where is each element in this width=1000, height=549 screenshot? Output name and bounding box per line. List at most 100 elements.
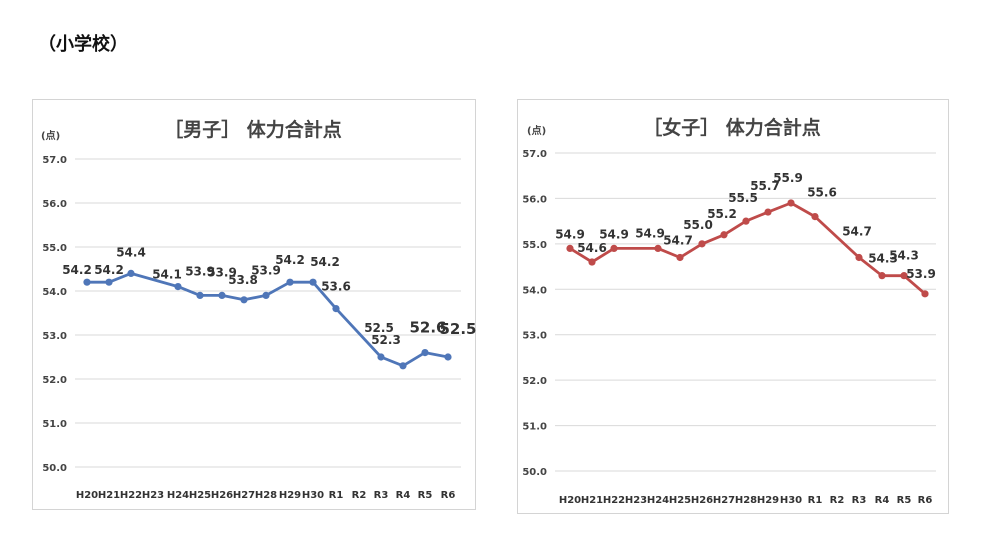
girls-data-point bbox=[855, 253, 863, 262]
boys-data-point bbox=[174, 283, 182, 291]
girls-data-label: 55.9 bbox=[773, 171, 803, 185]
x-tick-label: H21 bbox=[581, 495, 603, 506]
boys-data-point bbox=[127, 269, 135, 277]
x-tick-label: H21 bbox=[98, 490, 120, 501]
girls-data-point bbox=[720, 231, 728, 239]
x-tick-label: R5 bbox=[418, 490, 433, 501]
boys-data-label: 52.3 bbox=[371, 333, 401, 347]
x-tick-label: H29 bbox=[279, 490, 301, 501]
girls-data-point bbox=[610, 244, 618, 252]
x-tick-label: H25 bbox=[669, 495, 691, 506]
girls-data-label: 54.3 bbox=[868, 252, 898, 266]
girls-data-label: 55.5 bbox=[728, 191, 758, 205]
x-tick-label: R1 bbox=[808, 495, 823, 506]
girls-data-label: 54.3 bbox=[889, 249, 919, 263]
x-tick-label: H22 bbox=[603, 495, 625, 506]
y-tick-label: 54.0 bbox=[522, 285, 547, 296]
girls-data-label: 54.9 bbox=[555, 227, 585, 241]
girls-data-label: 54.7 bbox=[842, 224, 872, 238]
girls-data-point bbox=[588, 258, 596, 266]
boys-series-line bbox=[87, 272, 449, 368]
chart-title: ［女子］ 体力合計点 bbox=[643, 116, 821, 139]
y-tick-label: 54.0 bbox=[42, 287, 67, 298]
boys-data-label: 54.4 bbox=[116, 245, 146, 259]
y-tick-label: 50.0 bbox=[522, 467, 547, 478]
x-tick-label: H25 bbox=[189, 490, 211, 501]
x-tick-label: H28 bbox=[255, 490, 277, 501]
x-tick-label: R4 bbox=[396, 490, 411, 501]
x-tick-label: R6 bbox=[441, 490, 456, 501]
x-tick-label: H26 bbox=[211, 490, 233, 501]
girls-data-point bbox=[566, 244, 574, 252]
girls-data-label: 55.0 bbox=[683, 218, 713, 232]
y-tick-label: 57.0 bbox=[42, 155, 67, 166]
chart-panel-boys: ［男子］ 体力合計点 (点) 57.0 56.0 55.0 54.0 53.0 52.0 51.… bbox=[32, 99, 477, 510]
boys-line-chart: ［男子］ 体力合計点 (点) 57.0 56.0 55.0 54.0 53.0 52.0 51.… bbox=[41, 118, 477, 501]
x-tick-label: R2 bbox=[352, 490, 367, 501]
x-tick-label: R2 bbox=[830, 495, 845, 506]
x-tick-label: R3 bbox=[374, 490, 389, 501]
x-tick-label: H27 bbox=[233, 490, 255, 501]
boys-data-label: 54.2 bbox=[94, 263, 124, 277]
boys-data-point bbox=[262, 291, 270, 299]
boys-data-point bbox=[286, 278, 294, 286]
girls-data-point bbox=[811, 213, 819, 221]
boys-data-label: 52.6 bbox=[409, 319, 446, 337]
boys-data-point bbox=[218, 291, 226, 299]
boys-data-point bbox=[332, 305, 340, 313]
y-tick-label: 57.0 bbox=[522, 149, 547, 160]
x-tick-label: H24 bbox=[167, 490, 189, 501]
boys-data-label: 53.8 bbox=[228, 273, 258, 287]
girls-data-point bbox=[698, 240, 706, 248]
boys-data-label: 54.1 bbox=[152, 268, 182, 282]
girls-data-label: 55.2 bbox=[707, 207, 737, 221]
x-tick-label: R3 bbox=[852, 495, 867, 506]
boys-data-point bbox=[444, 353, 452, 361]
x-tick-label: H23 bbox=[142, 490, 164, 501]
girls-data-point bbox=[787, 199, 795, 207]
boys-data-point bbox=[240, 296, 248, 304]
x-tick-label: R5 bbox=[897, 495, 912, 506]
y-tick-label: 52.0 bbox=[522, 376, 547, 387]
girls-line-chart: ［女子］ 体力合計点 (点) 57.0 56.0 55.0 54.0 53.0 52.0 51.… bbox=[522, 116, 936, 506]
boys-data-point bbox=[309, 278, 317, 286]
girls-data-label: 53.9 bbox=[906, 267, 936, 281]
boys-data-point bbox=[377, 353, 385, 361]
x-tick-label: H20 bbox=[76, 490, 98, 501]
boys-data-label: 52.5 bbox=[364, 321, 394, 335]
boys-data-label: 54.2 bbox=[62, 263, 92, 277]
x-tick-label: H23 bbox=[625, 495, 647, 506]
x-tick-label: R4 bbox=[875, 495, 890, 506]
girls-data-point bbox=[676, 253, 684, 262]
girls-data-label: 55.6 bbox=[807, 186, 837, 200]
boys-data-point bbox=[105, 278, 113, 286]
girls-data-point bbox=[764, 208, 772, 216]
x-tick-label: H28 bbox=[735, 495, 757, 506]
chart-title: ［男子］ 体力合計点 bbox=[164, 118, 342, 141]
page-heading: （小学校） bbox=[38, 34, 128, 55]
y-axis-unit-label: (点) bbox=[527, 124, 546, 137]
girls-data-label: 54.7 bbox=[663, 233, 693, 247]
girls-data-point bbox=[654, 244, 662, 252]
boys-data-point bbox=[421, 349, 429, 357]
boys-data-point bbox=[196, 291, 204, 299]
boys-data-label: 53.9 bbox=[207, 265, 237, 279]
x-tick-label: H30 bbox=[780, 495, 802, 506]
chart-panel-girls: ［女子］ 体力合計点 (点) 57.0 56.0 55.0 54.0 53.0 52.0 51.… bbox=[517, 99, 949, 514]
girls-data-point bbox=[900, 272, 908, 280]
y-tick-label: 52.0 bbox=[42, 375, 67, 386]
x-tick-label: H20 bbox=[559, 495, 581, 506]
boys-data-label: 52.5 bbox=[439, 320, 476, 338]
x-tick-label: H22 bbox=[120, 490, 142, 501]
y-tick-label: 50.0 bbox=[42, 463, 67, 474]
girls-data-label: 54.6 bbox=[577, 241, 607, 255]
boys-data-label: 54.2 bbox=[275, 253, 305, 267]
y-tick-label: 56.0 bbox=[522, 194, 547, 205]
x-tick-label: H26 bbox=[691, 495, 713, 506]
girls-data-point bbox=[742, 217, 750, 225]
boys-data-label: 53.9 bbox=[185, 264, 215, 278]
boys-data-label: 53.9 bbox=[251, 263, 281, 277]
y-axis-unit-label: (点) bbox=[41, 129, 60, 142]
x-tick-label: R6 bbox=[918, 495, 933, 506]
girls-data-label: 55.7 bbox=[750, 179, 780, 193]
